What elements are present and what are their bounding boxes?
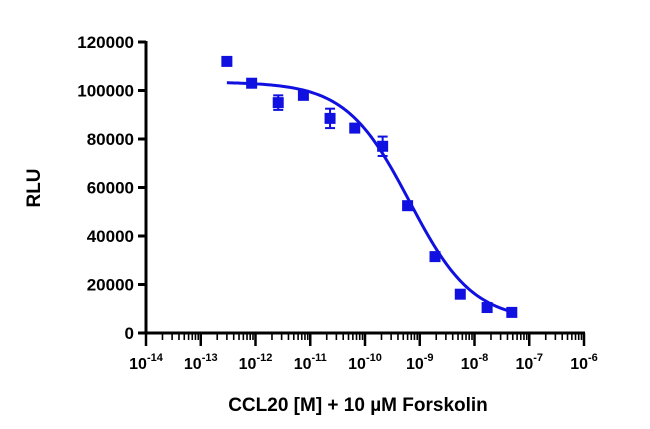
x-tick-label: 10-9: [406, 352, 434, 373]
y-axis: 0 20000 40000 60000 80000 100000 120000: [77, 33, 148, 343]
x-tick-label: 10-14: [129, 352, 164, 373]
y-tick-label: 60000: [87, 179, 134, 198]
data-point: [506, 306, 518, 318]
x-tick-label: 10-11: [294, 352, 327, 373]
data-point: [429, 251, 441, 263]
x-tick-label: 10-10: [348, 352, 382, 373]
y-tick-label: 20000: [87, 276, 134, 295]
y-tick-label: 100000: [77, 82, 134, 101]
data-point: [246, 77, 258, 89]
x-tick-label: 10-8: [461, 352, 489, 373]
data-point: [402, 200, 414, 212]
data-point: [324, 112, 336, 124]
y-tick-label: 120000: [77, 33, 134, 52]
data-point: [297, 89, 309, 101]
x-axis-label: CCL20 [M] + 10 µM Forskolin: [228, 395, 488, 416]
x-tick-label: 10-12: [239, 352, 273, 373]
fit-curve-layer: [226, 81, 513, 314]
data-point: [454, 288, 466, 300]
y-tick-label: 80000: [87, 130, 134, 149]
data-point: [272, 97, 284, 109]
y-tick-label: 40000: [87, 227, 134, 246]
x-tick-label: 10-6: [570, 352, 598, 373]
y-tick-label: 0: [125, 324, 134, 343]
x-tick-label: 10-7: [515, 352, 543, 373]
data-point: [377, 140, 389, 152]
data-point: [221, 55, 233, 67]
data-points-layer: [221, 55, 518, 318]
y-axis-label: RLU: [24, 168, 45, 207]
x-tick-label: 10-13: [184, 352, 218, 373]
data-point: [481, 302, 493, 314]
data-point: [349, 122, 361, 134]
fit-curve: [226, 81, 513, 314]
x-axis: 10-14 10-13 10-12 10-11 10-10 10-9 10-8 10-7 10-…: [129, 331, 598, 373]
